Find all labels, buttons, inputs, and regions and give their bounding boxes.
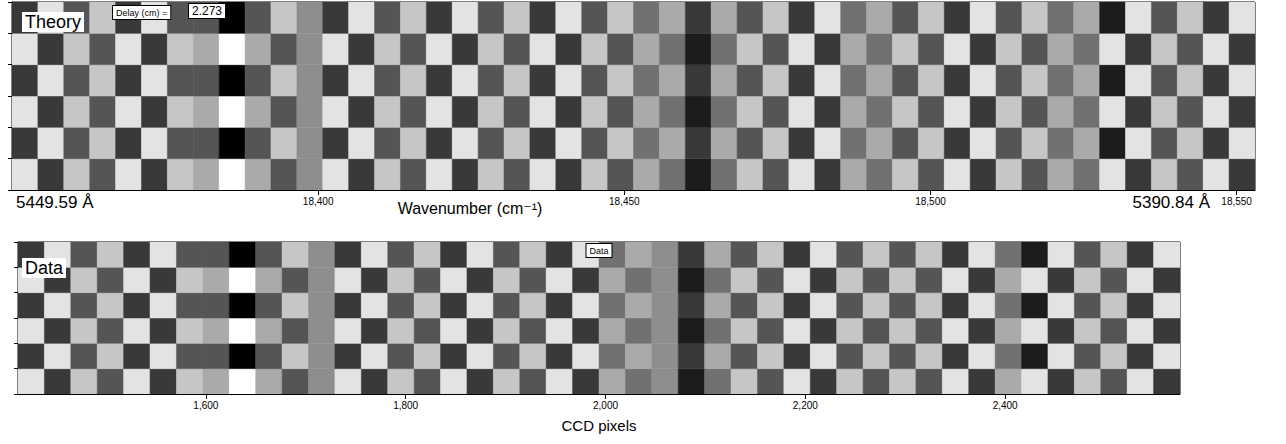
svg-text:2,400: 2,400 bbox=[993, 400, 1018, 411]
svg-text:18,450: 18,450 bbox=[609, 196, 640, 207]
svg-text:5390.84 Å: 5390.84 Å bbox=[1132, 193, 1210, 212]
svg-text:1,600: 1,600 bbox=[193, 400, 218, 411]
svg-text:2.273: 2.273 bbox=[192, 4, 222, 18]
svg-text:2,000: 2,000 bbox=[593, 400, 618, 411]
svg-text:1,800: 1,800 bbox=[393, 400, 418, 411]
svg-text:CCD pixels: CCD pixels bbox=[561, 417, 636, 434]
svg-text:Wavenumber (cm⁻¹): Wavenumber (cm⁻¹) bbox=[398, 200, 543, 217]
svg-text:5449.59 Å: 5449.59 Å bbox=[16, 193, 94, 212]
svg-text:18,550: 18,550 bbox=[1221, 196, 1252, 207]
svg-text:Data: Data bbox=[589, 246, 608, 256]
svg-text:2,200: 2,200 bbox=[793, 400, 818, 411]
svg-text:18,400: 18,400 bbox=[303, 196, 334, 207]
svg-text:Data: Data bbox=[25, 258, 64, 278]
svg-text:Delay (cm) =: Delay (cm) = bbox=[116, 8, 167, 18]
svg-text:18,500: 18,500 bbox=[915, 196, 946, 207]
svg-text:Theory: Theory bbox=[25, 12, 81, 32]
